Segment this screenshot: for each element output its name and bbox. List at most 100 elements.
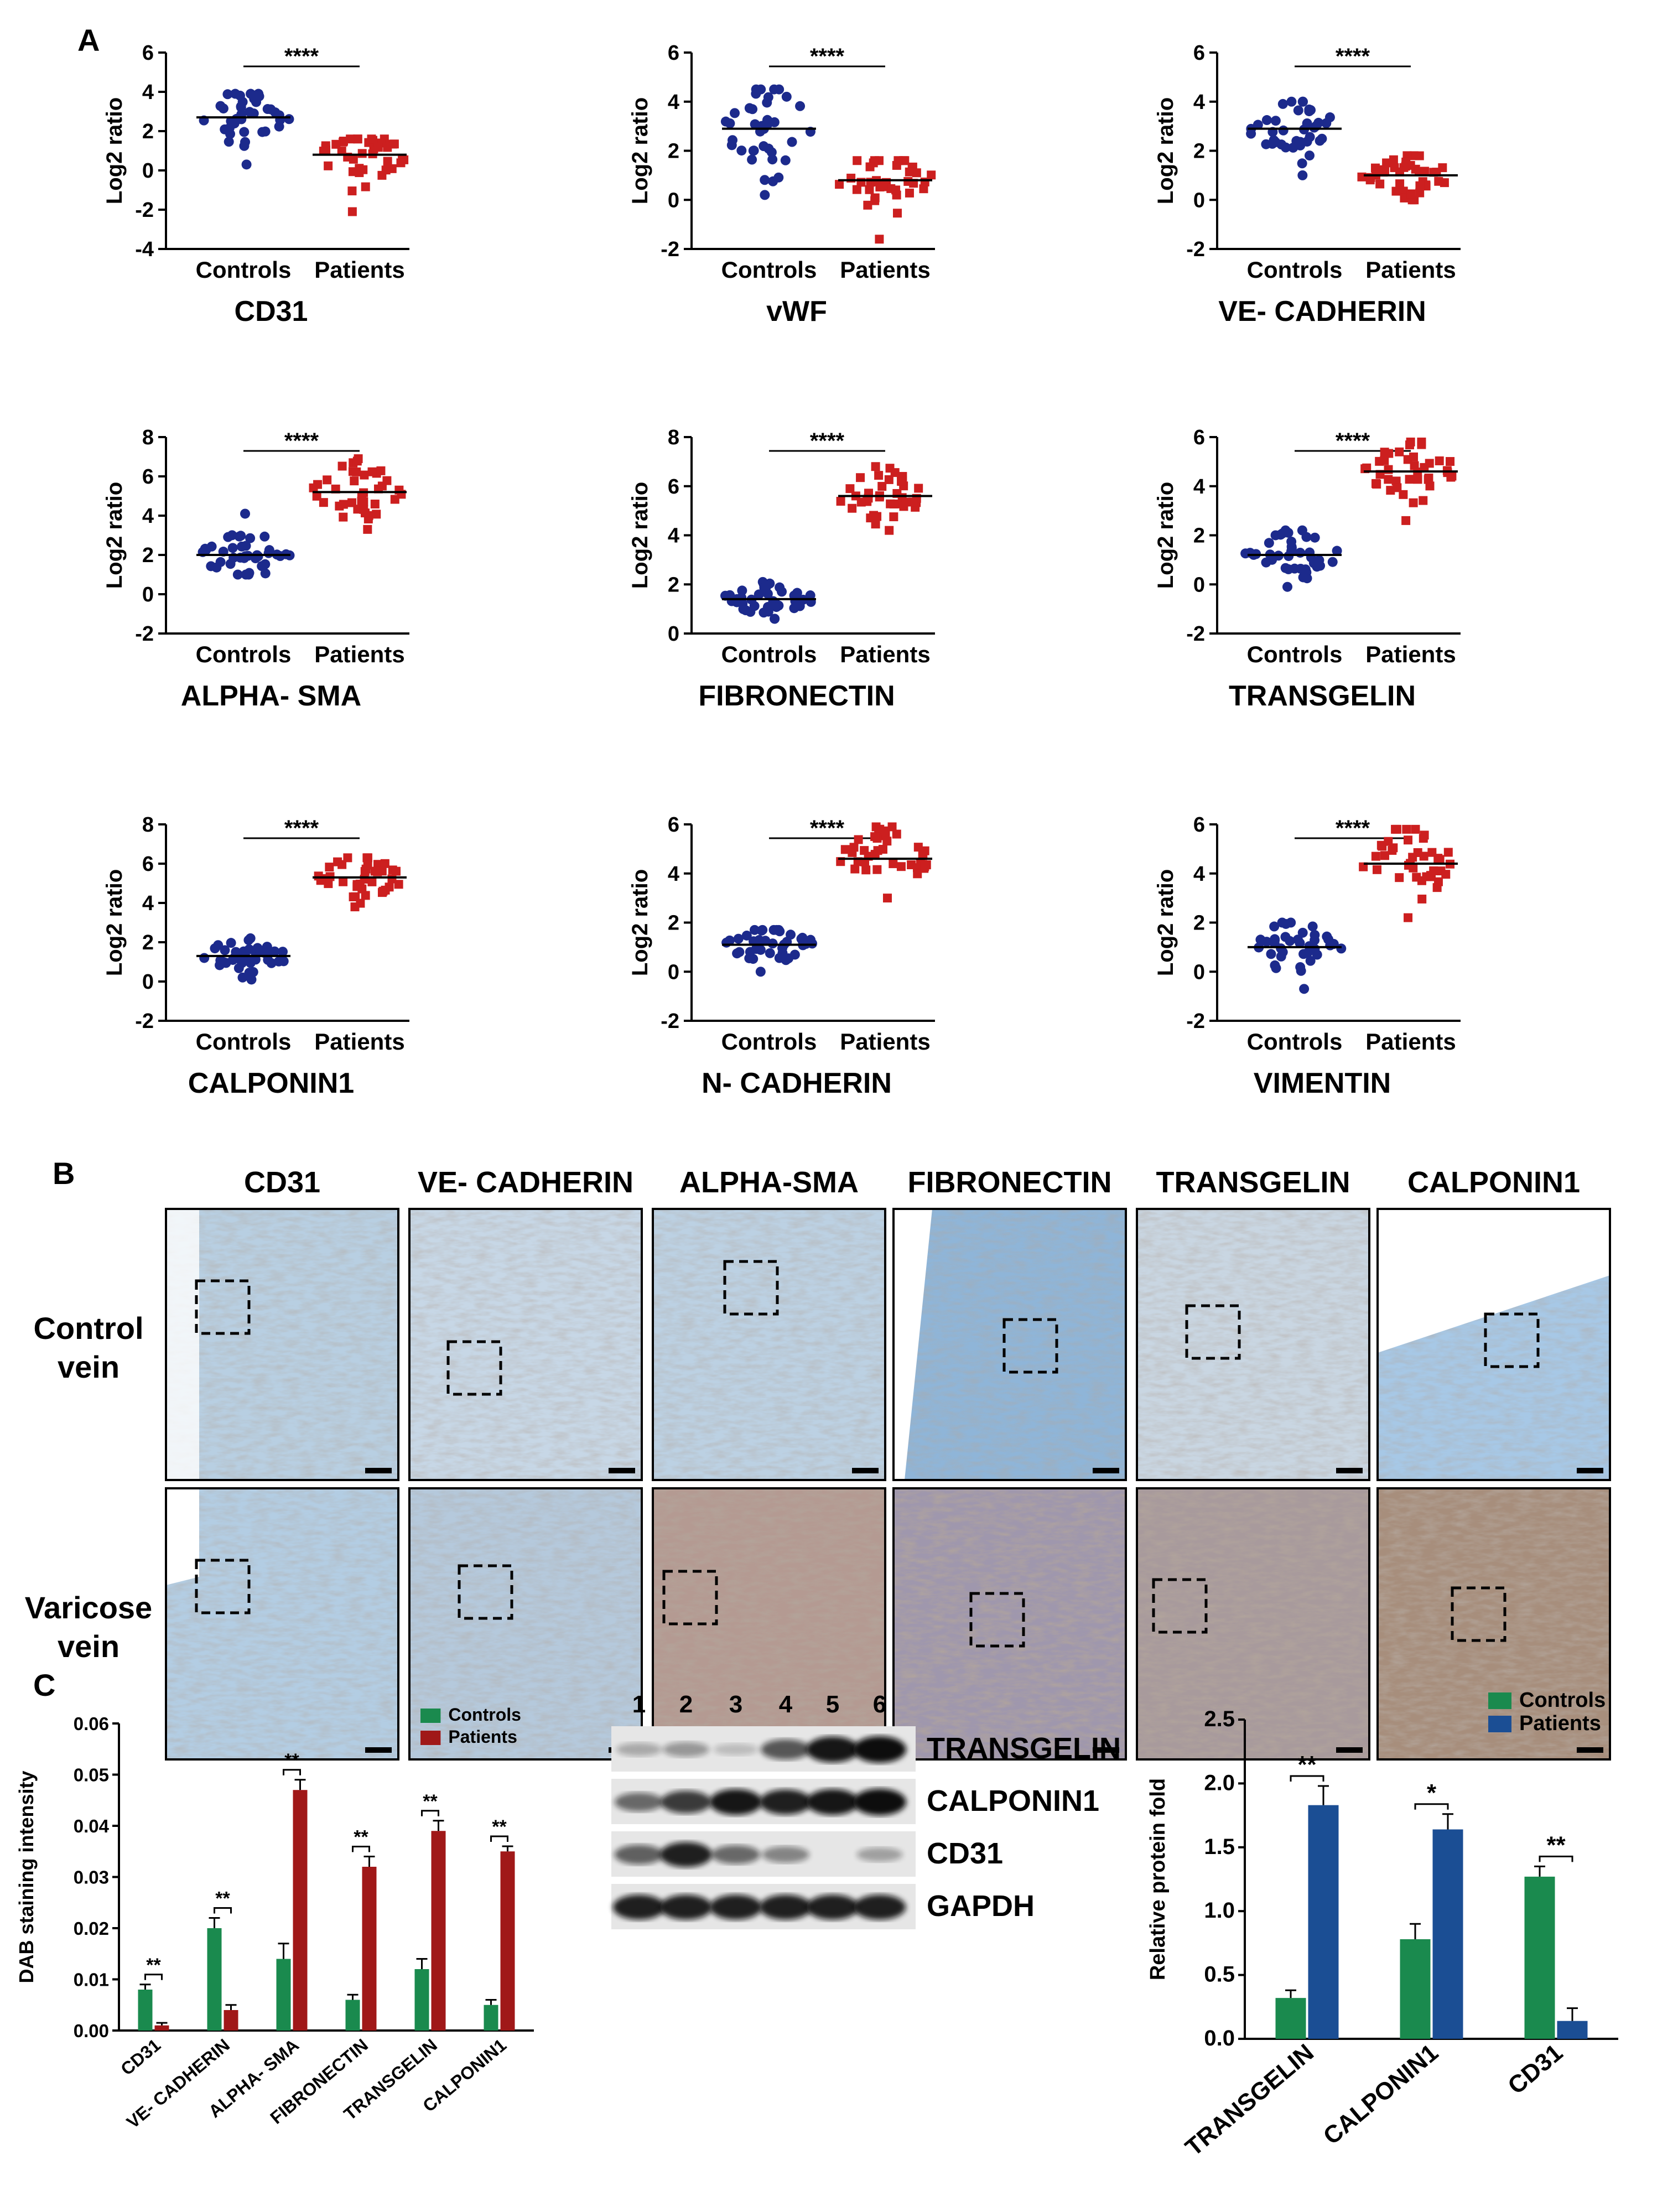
control-point bbox=[1286, 536, 1297, 547]
plot-title: VE- CADHERIN bbox=[1218, 295, 1426, 328]
patient-point bbox=[898, 472, 907, 481]
x-category-label: Controls bbox=[1247, 1029, 1343, 1055]
blot-label: TRANSGELIN bbox=[927, 1732, 1121, 1765]
tissue-texture bbox=[409, 1488, 642, 1759]
control-point bbox=[237, 958, 247, 968]
control-point bbox=[760, 190, 770, 200]
patient-point bbox=[1417, 437, 1426, 446]
patient-point bbox=[377, 481, 387, 491]
histology-image bbox=[652, 1208, 886, 1481]
bar bbox=[1308, 1805, 1339, 2039]
control-point bbox=[795, 101, 806, 111]
significance-bracket bbox=[490, 1835, 508, 1842]
patient-point bbox=[1391, 186, 1401, 196]
protein-band bbox=[615, 1793, 663, 1811]
control-point bbox=[1305, 132, 1315, 142]
protein-band bbox=[614, 1845, 664, 1865]
patient-point bbox=[1441, 870, 1451, 879]
patient-point bbox=[861, 865, 871, 875]
control-point bbox=[792, 588, 802, 598]
control-point bbox=[243, 935, 254, 946]
control-point bbox=[245, 107, 255, 117]
patient-point bbox=[874, 471, 884, 480]
patient-point bbox=[845, 484, 855, 494]
plot-title: CD31 bbox=[235, 295, 308, 328]
control-point bbox=[1276, 951, 1286, 962]
control-point bbox=[1310, 532, 1320, 543]
control-point bbox=[741, 930, 752, 941]
patient-point bbox=[1380, 448, 1389, 457]
patient-point bbox=[882, 894, 892, 903]
patient-point bbox=[1372, 480, 1381, 489]
patient-point bbox=[908, 497, 918, 507]
control-point bbox=[1286, 546, 1297, 557]
patient-point bbox=[856, 473, 865, 482]
patient-point bbox=[850, 864, 860, 874]
patient-point bbox=[863, 200, 872, 210]
plot-title: VIMENTIN bbox=[1254, 1067, 1391, 1099]
control-point bbox=[266, 958, 277, 968]
control-point bbox=[769, 117, 780, 127]
control-point bbox=[751, 944, 761, 954]
y-tick-label: 6 bbox=[668, 813, 679, 837]
y-tick-label: 0.0 bbox=[1204, 2026, 1235, 2050]
protein-band bbox=[663, 1742, 709, 1757]
control-point bbox=[1246, 128, 1256, 139]
patient-point bbox=[1435, 456, 1444, 465]
scale-bar bbox=[1093, 1468, 1119, 1473]
control-point bbox=[736, 146, 747, 156]
significance-stars: ** bbox=[284, 1750, 299, 1771]
patient-point bbox=[1393, 483, 1402, 492]
legend-swatch bbox=[1488, 1716, 1511, 1732]
control-point bbox=[1295, 547, 1306, 558]
protein-band bbox=[661, 1790, 711, 1814]
histology-image bbox=[892, 1208, 1127, 1481]
bar bbox=[484, 2005, 498, 2031]
significance-bracket bbox=[1539, 1855, 1573, 1862]
control-point bbox=[765, 948, 775, 958]
x-category-label: CD31 bbox=[1503, 2039, 1568, 2100]
x-category-label: Patients bbox=[314, 1029, 404, 1055]
patient-point bbox=[905, 188, 914, 198]
significance-bracket bbox=[1414, 1803, 1449, 1810]
legend-swatch bbox=[420, 1731, 441, 1745]
significance-stars: ** bbox=[215, 1888, 230, 1909]
control-point bbox=[1315, 136, 1325, 146]
control-point bbox=[1322, 931, 1332, 942]
blot-label: CD31 bbox=[927, 1837, 1003, 1870]
control-point bbox=[754, 589, 764, 600]
patient-point bbox=[1400, 193, 1409, 202]
x-category-label: Patients bbox=[1365, 257, 1456, 283]
image-frame bbox=[1136, 1208, 1370, 1481]
plot-title: FIBRONECTIN bbox=[698, 680, 895, 712]
control-point bbox=[777, 586, 787, 597]
scatter-plot-transgelin: -2 0 2 4 6 Log2 ratio Controls Patients TRANSGEL… bbox=[1154, 426, 1461, 712]
control-point bbox=[201, 545, 211, 555]
patient-point bbox=[346, 134, 355, 144]
patient-point bbox=[331, 139, 341, 149]
legend-label: Controls bbox=[448, 1705, 521, 1725]
control-point bbox=[1282, 581, 1292, 592]
x-category-label: Patients bbox=[840, 641, 930, 667]
patient-point bbox=[337, 860, 347, 869]
control-point bbox=[759, 141, 769, 152]
patient-point bbox=[1414, 167, 1424, 176]
control-point bbox=[1277, 98, 1288, 109]
patient-point bbox=[370, 866, 380, 876]
tissue-texture bbox=[653, 1209, 885, 1480]
y-tick-label: 6 bbox=[668, 41, 679, 65]
patient-point bbox=[1384, 465, 1393, 474]
y-tick-label: -2 bbox=[135, 199, 154, 222]
bar bbox=[431, 1831, 446, 2031]
y-tick-label: 2.5 bbox=[1204, 1707, 1235, 1731]
control-point bbox=[720, 116, 731, 127]
patient-point bbox=[352, 456, 362, 466]
panel-label-a: A bbox=[77, 23, 100, 58]
protein-band bbox=[806, 1789, 859, 1815]
significance-stars: ** bbox=[492, 1816, 507, 1837]
control-point bbox=[260, 568, 271, 579]
patient-point bbox=[363, 853, 372, 863]
y-tick-label: -4 bbox=[135, 238, 154, 261]
plot-title: TRANSGELIN bbox=[1229, 680, 1416, 712]
control-point bbox=[1293, 105, 1303, 116]
